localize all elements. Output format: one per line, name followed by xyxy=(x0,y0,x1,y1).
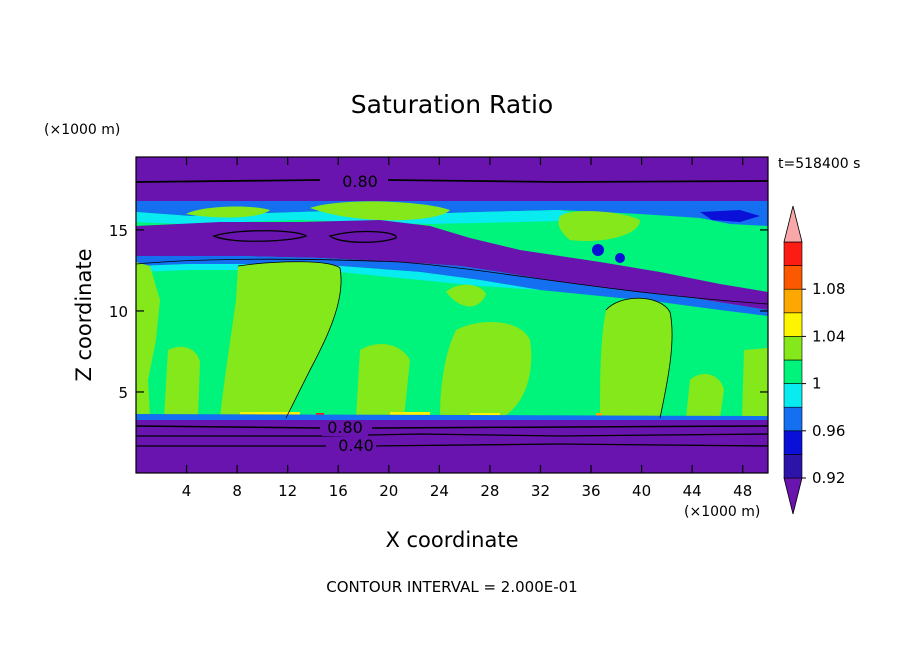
x-tick-label: 44 xyxy=(683,482,702,500)
contour-0.80-upper xyxy=(136,179,768,183)
contour-label-bg-1 xyxy=(330,173,382,189)
tower-right xyxy=(600,298,673,418)
upper-right-deep-patch xyxy=(700,210,760,222)
colorbar-band xyxy=(783,406,803,432)
tower-right-3 xyxy=(742,348,768,418)
upper-blue-fringe xyxy=(136,201,768,222)
orange-cell-1 xyxy=(596,413,602,417)
colorbar-band xyxy=(783,336,803,361)
colorbar-band xyxy=(783,312,803,337)
dark-spot-1 xyxy=(592,244,604,256)
x-axis-title: X coordinate xyxy=(385,528,518,552)
colorbar-band xyxy=(783,383,803,408)
contour-thin-upper xyxy=(136,258,768,305)
contour-upper-lens-1 xyxy=(212,230,308,242)
contour-interval-footer: CONTOUR INTERVAL = 2.000E-01 xyxy=(326,578,577,596)
x-tick-label: 4 xyxy=(182,482,192,500)
x-tick-label: 32 xyxy=(531,482,550,500)
contour-label-lower: 0.80 xyxy=(327,418,363,437)
colorbar-band xyxy=(783,241,803,266)
tower-mid-3 xyxy=(356,344,410,418)
colorbar-band-min xyxy=(783,477,803,515)
upper-green-patch-right xyxy=(558,211,640,242)
tower-mid-2 xyxy=(440,321,532,418)
x-tick-label: 16 xyxy=(329,482,348,500)
y-tick-label: 15 xyxy=(109,222,128,240)
y-axis-title: Z coordinate xyxy=(72,248,96,381)
y-axis-ticks: 5 10 15 xyxy=(109,222,768,402)
upper-green-lens-1 xyxy=(186,206,270,218)
contour-0.80-lower xyxy=(136,425,768,429)
contour-thin-right xyxy=(605,297,673,419)
x-tick-label: 36 xyxy=(581,482,600,500)
plot-frame xyxy=(135,156,769,474)
colorbar-band xyxy=(783,430,803,455)
stratosphere-band xyxy=(136,157,768,201)
colorbar: 1.08 1.04 1 0.96 0.92 xyxy=(783,205,845,515)
x-axis-ticks: 4 8 12 16 20 24 28 32 36 40 44 48 xyxy=(182,157,752,500)
contour-mid-lower xyxy=(136,433,768,437)
colorbar-label: 1.04 xyxy=(812,327,845,345)
tower-center xyxy=(220,261,342,418)
contour-upper-lens-2 xyxy=(328,230,397,243)
colorbar-band xyxy=(783,359,803,384)
colorbar-label: 0.92 xyxy=(812,469,845,487)
chart-title: Saturation Ratio xyxy=(351,90,553,119)
time-label: t=518400 s xyxy=(778,156,860,172)
x-tick-label: 48 xyxy=(733,482,752,500)
x-tick-label: 28 xyxy=(480,482,499,500)
y-tick-label: 5 xyxy=(118,384,128,402)
contour-label-upper: 0.80 xyxy=(342,172,378,191)
contour-thin-tower xyxy=(237,261,342,419)
y-tick-label: 10 xyxy=(109,303,128,321)
upper-green-lens-2 xyxy=(310,201,450,221)
x-tick-label: 24 xyxy=(430,482,449,500)
x-tick-label: 12 xyxy=(278,482,297,500)
colorbar-band xyxy=(783,288,803,314)
dry-band-blue-edge xyxy=(136,256,768,316)
tower-left-2 xyxy=(164,346,200,418)
plot-area xyxy=(136,157,768,473)
tower-right-2 xyxy=(686,374,724,418)
colorbar-label: 1 xyxy=(812,375,822,393)
contour-label-bg-3 xyxy=(330,438,376,454)
contour-label-bg-2 xyxy=(322,420,368,436)
colorbar-label: 1.08 xyxy=(812,280,845,298)
dark-spot-2 xyxy=(615,253,625,263)
y-unit-label: (×1000 m) xyxy=(44,122,120,138)
tower-mid xyxy=(446,284,486,307)
contour-label-040: 0.40 xyxy=(338,436,374,455)
x-tick-label: 40 xyxy=(632,482,651,500)
contour-0.40 xyxy=(136,443,768,447)
dry-band xyxy=(136,220,768,310)
x-tick-label: 8 xyxy=(232,482,242,500)
tower-left xyxy=(136,262,160,418)
colorbar-band xyxy=(783,265,803,290)
x-unit-label: (×1000 m) xyxy=(684,504,760,520)
colorbar-label: 0.96 xyxy=(812,422,845,440)
colorbar-band xyxy=(783,454,803,479)
colorbar-band-max xyxy=(783,205,803,243)
x-tick-label: 20 xyxy=(379,482,398,500)
